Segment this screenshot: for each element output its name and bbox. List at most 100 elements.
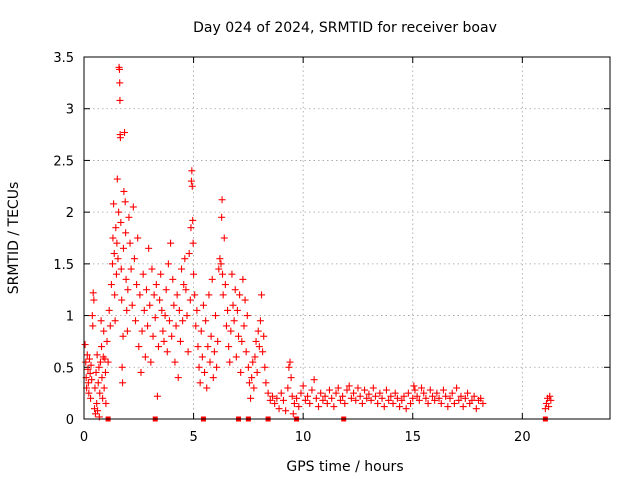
data-point [100, 384, 108, 392]
data-point [418, 384, 426, 392]
data-point [185, 250, 193, 258]
data-point [98, 374, 106, 382]
data-point [98, 343, 106, 351]
data-point [105, 306, 113, 314]
data-point [137, 368, 145, 376]
data-point [424, 399, 432, 407]
data-point [189, 216, 197, 224]
data-point [213, 363, 221, 371]
data-point [334, 384, 342, 392]
data-point [219, 270, 227, 278]
data-point [411, 386, 419, 394]
data-point [157, 270, 165, 278]
data-point [332, 389, 340, 397]
data-point [180, 281, 188, 289]
data-point [398, 396, 406, 404]
data-point [146, 301, 154, 309]
data-point [286, 358, 294, 366]
data-point [352, 396, 360, 404]
data-point [110, 200, 118, 208]
data-point [378, 394, 386, 402]
data-point [168, 332, 176, 340]
data-point [221, 281, 229, 289]
data-point [400, 392, 408, 400]
y-tick-label: 0 [66, 413, 74, 428]
data-point [339, 392, 347, 400]
data-point [209, 374, 217, 382]
data-point [249, 358, 257, 366]
y-tick-label: 1 [66, 310, 74, 325]
y-tick-label: 3.5 [53, 51, 74, 66]
data-point [260, 332, 268, 340]
data-point [472, 405, 480, 413]
data-point [312, 394, 320, 402]
data-point [289, 410, 297, 418]
data-point [361, 386, 369, 394]
data-point [204, 343, 212, 351]
data-point [371, 392, 379, 400]
data-point [319, 396, 327, 404]
data-point [428, 392, 436, 400]
data-point [330, 403, 338, 411]
data-point [426, 386, 434, 394]
data-point [85, 389, 93, 397]
data-point [175, 306, 183, 314]
y-tick-label: 3 [66, 103, 74, 118]
data-point [308, 386, 316, 394]
data-point [104, 358, 112, 366]
data-point [420, 389, 428, 397]
data-point [461, 394, 469, 402]
data-point [325, 386, 333, 394]
data-point [250, 384, 258, 392]
data-point [304, 392, 312, 400]
data-point [247, 394, 255, 402]
data-point [94, 407, 102, 415]
data-point [140, 306, 148, 314]
data-point [159, 327, 167, 335]
data-point [226, 358, 234, 366]
data-point [122, 275, 130, 283]
data-point [149, 332, 157, 340]
data-point [470, 392, 478, 400]
x-axis-label: GPS time / hours [286, 459, 403, 475]
data-point [170, 301, 178, 309]
data-point [231, 286, 239, 294]
data-point [195, 363, 203, 371]
data-point [341, 399, 349, 407]
y-tick-label: 0.5 [53, 361, 74, 376]
data-point [356, 392, 364, 400]
data-point [277, 389, 285, 397]
data-point [88, 312, 96, 320]
data-point [173, 291, 181, 299]
data-point [415, 396, 423, 404]
data-point [128, 301, 136, 309]
data-point [358, 399, 366, 407]
data-point [227, 327, 235, 335]
data-point [129, 203, 137, 211]
data-point [258, 291, 266, 299]
data-point [144, 322, 152, 330]
data-point [391, 389, 399, 397]
data-point [127, 265, 135, 273]
data-point [120, 187, 128, 195]
y-tick-label: 2.5 [53, 154, 74, 169]
data-point [266, 396, 274, 404]
data-point [119, 332, 127, 340]
data-point [239, 275, 247, 283]
data-point [256, 317, 264, 325]
data-point [193, 306, 201, 314]
data-point [111, 291, 119, 299]
data-point [387, 392, 395, 400]
data-point [145, 244, 153, 252]
data-point [191, 291, 199, 299]
data-point [252, 337, 260, 345]
data-point [243, 312, 251, 320]
data-point [176, 337, 184, 345]
data-point [115, 208, 123, 216]
data-point [464, 389, 472, 397]
data-point [86, 369, 94, 377]
data-point [87, 394, 95, 402]
data-point [232, 353, 240, 361]
data-point [192, 322, 200, 330]
